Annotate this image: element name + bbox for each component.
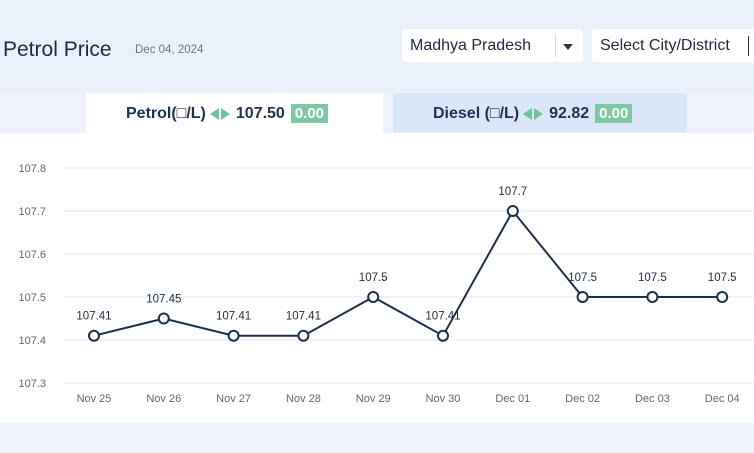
page-date: Dec 04, 2024	[135, 44, 204, 56]
chart-panel: 107.3 107.4 107.5 107.6 107.7 107.8 Nov 25 Nov …	[0, 133, 754, 423]
state-select[interactable]: Madhya Pradesh	[402, 29, 583, 62]
price-line-chart: 107.3 107.4 107.5 107.6 107.7 107.8 Nov 25 Nov …	[18, 163, 754, 405]
y-tick-label: 107.4	[18, 335, 46, 347]
x-tick-label: Nov 29	[356, 393, 391, 405]
data-point	[297, 329, 310, 342]
tab-petrol-change-badge: 0.00	[290, 104, 329, 123]
data-label: 107.41	[216, 311, 251, 323]
select-divider	[555, 35, 556, 57]
data-point	[157, 312, 170, 325]
data-label: 107.5	[568, 272, 597, 284]
city-select-value: Select City/District	[600, 37, 730, 54]
tab-petrol-label: Petrol(□/L)	[126, 104, 206, 122]
data-label: 107.7	[498, 186, 527, 198]
chevron-down-icon[interactable]	[563, 44, 573, 50]
x-tick-label: Dec 01	[495, 393, 530, 405]
y-tick-label: 107.5	[18, 292, 46, 304]
city-select[interactable]: Select City/District	[592, 29, 754, 62]
state-select-value: Madhya Pradesh	[410, 37, 531, 54]
data-label: 107.5	[708, 272, 737, 284]
header: Petrol Price Dec 04, 2024 Madhya Pradesh…	[0, 0, 754, 92]
data-point	[646, 291, 659, 303]
tab-petrol-price: 107.50	[235, 104, 285, 122]
x-tick-label: Nov 28	[286, 393, 321, 405]
data-label: 107.5	[638, 272, 667, 284]
page-title: Petrol Price	[3, 38, 112, 61]
data-point	[716, 291, 729, 303]
x-tick-label: Dec 03	[635, 393, 670, 405]
tab-diesel[interactable]: Diesel (□/L) 92.82 0.00	[393, 93, 687, 132]
data-point	[437, 329, 449, 342]
tab-diesel-change-badge: 0.00	[595, 104, 633, 123]
city-select-divider	[748, 36, 749, 56]
price-change-arrows-icon	[209, 107, 230, 120]
series-line	[93, 209, 723, 338]
y-tick-label: 107.6	[18, 249, 46, 261]
y-tick-label: 107.8	[18, 163, 46, 175]
x-tick-label: Nov 30	[426, 393, 461, 405]
x-tick-label: Nov 26	[146, 393, 181, 405]
data-label: 107.45	[146, 294, 181, 306]
x-tick-label: Nov 27	[216, 393, 251, 405]
data-point	[506, 205, 519, 217]
data-point	[367, 291, 380, 303]
x-tick-label: Dec 02	[565, 393, 600, 405]
price-change-arrows-icon	[523, 107, 544, 120]
data-label: 107.5	[359, 272, 388, 284]
data-label: 107.41	[286, 311, 321, 323]
data-label: 107.41	[76, 311, 111, 323]
tab-petrol[interactable]: Petrol(□/L) 107.50 0.00	[86, 93, 383, 133]
tab-diesel-label: Diesel (□/L)	[433, 104, 520, 122]
data-point	[576, 291, 589, 303]
y-tick-label: 107.7	[18, 206, 46, 218]
tab-diesel-price: 92.82	[549, 104, 590, 122]
data-label: 107.41	[425, 311, 460, 323]
data-point	[227, 329, 240, 342]
data-point	[88, 329, 100, 342]
y-tick-label: 107.3	[18, 378, 46, 390]
x-tick-label: Nov 25	[77, 393, 112, 405]
x-tick-label: Dec 04	[705, 393, 740, 405]
